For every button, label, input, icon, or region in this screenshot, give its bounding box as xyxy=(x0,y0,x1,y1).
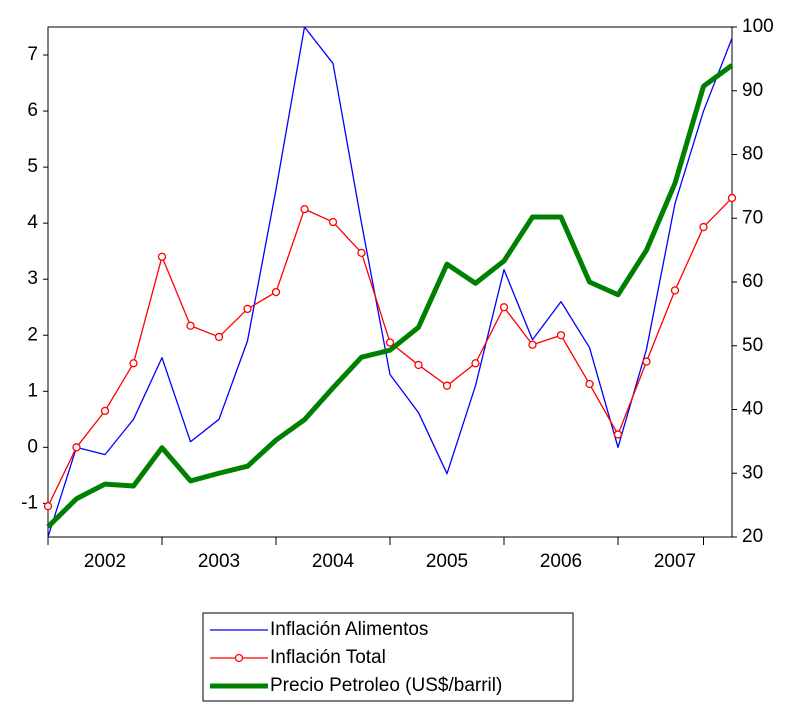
y2-tick-label: 100 xyxy=(742,16,774,37)
legend-marker xyxy=(234,653,244,663)
x-tick-label: 2002 xyxy=(84,551,126,572)
y2-tick-label: 40 xyxy=(742,399,763,420)
series-marker xyxy=(528,340,537,349)
series-marker xyxy=(414,360,423,370)
y-tick-label: 0 xyxy=(27,436,38,457)
legend-label: Precio Petroleo (US$/barril) xyxy=(270,675,502,696)
x-tick-label: 2006 xyxy=(540,551,582,572)
series-marker xyxy=(271,287,281,297)
y-tick-label: 4 xyxy=(27,212,38,233)
series-marker xyxy=(670,286,680,295)
y2-tick-label: 80 xyxy=(742,144,763,165)
y2-tick-label: 90 xyxy=(742,80,763,101)
series-marker xyxy=(642,357,651,366)
series-marker xyxy=(727,193,737,203)
series-marker xyxy=(328,217,338,227)
y2-tick-label: 50 xyxy=(742,335,763,356)
series-marker xyxy=(385,338,395,347)
series-marker xyxy=(499,303,509,312)
y2-tick-label: 70 xyxy=(742,207,763,228)
y2-tick-label: 20 xyxy=(742,526,763,547)
series-marker xyxy=(300,204,309,214)
y-tick-label: 5 xyxy=(27,156,38,177)
series-marker xyxy=(100,406,110,416)
series-marker xyxy=(357,248,366,258)
y-tick-label: 1 xyxy=(27,380,38,401)
series-marker xyxy=(471,359,480,368)
series-marker xyxy=(214,332,224,342)
series-marker xyxy=(613,430,623,439)
y-tick-label: -1 xyxy=(21,492,38,513)
x-tick-label: 2004 xyxy=(312,551,355,572)
y-tick-label: 6 xyxy=(27,100,38,121)
series-marker xyxy=(442,381,452,390)
series-marker xyxy=(556,331,566,340)
legend-label: Inflación Alimentos xyxy=(270,619,428,640)
y2-tick-label: 60 xyxy=(742,271,763,292)
series-line xyxy=(46,63,734,529)
legend-label: Inflación Total xyxy=(270,647,386,668)
series-marker xyxy=(43,502,53,511)
y-tick-label: 3 xyxy=(27,268,38,289)
series-marker xyxy=(157,252,167,261)
series-marker xyxy=(129,359,138,368)
series-line xyxy=(47,26,733,538)
series-marker xyxy=(186,321,195,330)
x-tick-label: 2003 xyxy=(198,551,240,572)
series-marker xyxy=(72,443,81,452)
y-tick-label: 2 xyxy=(27,324,38,345)
y2-tick-label: 30 xyxy=(742,462,763,483)
series-marker xyxy=(585,379,594,389)
series-marker xyxy=(243,304,252,314)
y-tick-label: 7 xyxy=(27,44,38,65)
series-marker xyxy=(699,222,708,232)
x-tick-label: 2007 xyxy=(654,551,696,572)
x-tick-label: 2005 xyxy=(426,551,468,572)
